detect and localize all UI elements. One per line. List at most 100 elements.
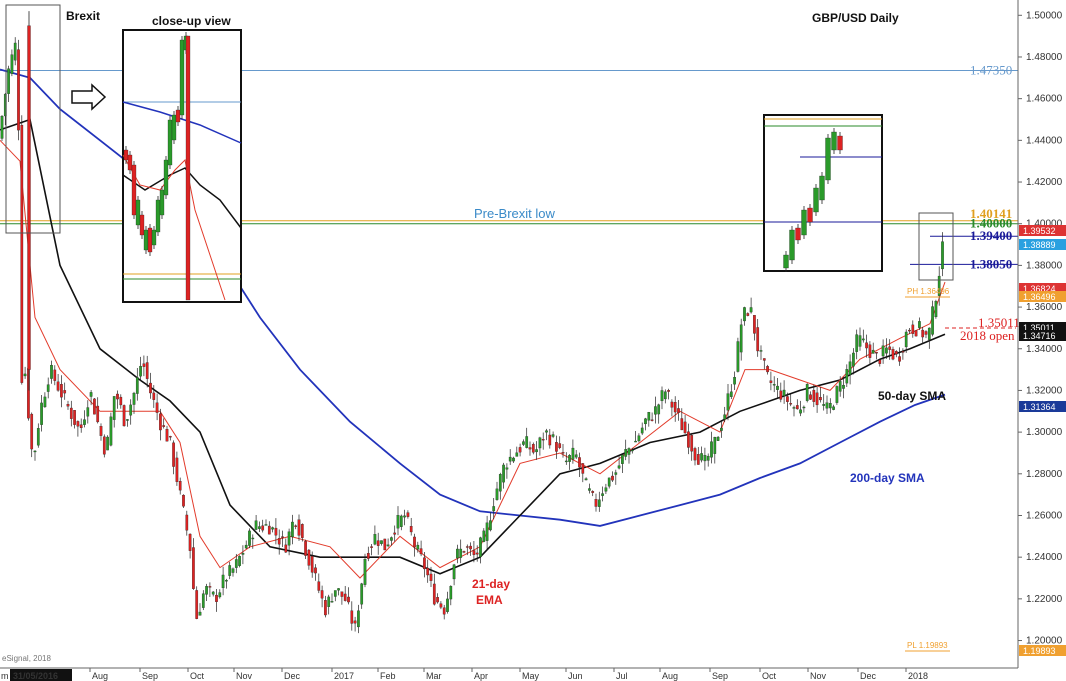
candle-body — [294, 525, 298, 527]
inset-candle-body — [813, 187, 819, 213]
candle-body — [192, 547, 195, 589]
candle-body — [93, 398, 96, 415]
candle-body — [36, 428, 40, 446]
candle-body — [376, 540, 380, 546]
price-badge-label: 1.38889 — [1023, 240, 1056, 250]
candle-body — [581, 463, 585, 474]
candle-body — [343, 593, 347, 601]
candle-body — [799, 409, 802, 414]
brexit-label: Brexit — [66, 9, 100, 23]
y-tick-label: 1.24000 — [1026, 552, 1063, 563]
candle-body — [17, 49, 20, 131]
candles-layer — [0, 11, 944, 634]
inset-candle-body — [143, 229, 149, 251]
sma50-line — [0, 118, 946, 575]
candle-body — [848, 361, 852, 375]
price-badge — [1019, 291, 1066, 302]
candle-body — [89, 392, 93, 397]
candle-body — [772, 384, 776, 386]
sma50-label: 50-day SMA — [878, 389, 946, 403]
candle-body — [597, 499, 601, 507]
candle-body — [350, 610, 354, 624]
candle-body — [267, 525, 271, 535]
candle-body — [333, 590, 337, 597]
candle-body — [43, 396, 47, 408]
inset-candle-body — [163, 159, 169, 196]
ema21-label-line1: 21-day — [472, 577, 510, 591]
candle-body — [861, 338, 865, 341]
candle-body — [885, 347, 888, 354]
candle-body — [568, 455, 571, 462]
candle-body — [921, 329, 925, 338]
candle-body — [766, 366, 769, 373]
candle-body — [749, 307, 753, 313]
candle-body — [66, 404, 70, 407]
candle-body — [320, 590, 324, 599]
candle-body — [736, 341, 740, 372]
candle-body — [855, 334, 859, 352]
candle-body — [911, 324, 915, 334]
candle-body — [168, 436, 172, 438]
candle-body — [419, 548, 423, 555]
candle-body — [33, 450, 37, 453]
candle-body — [832, 406, 835, 410]
candle-body — [221, 574, 225, 589]
candle-body — [545, 430, 548, 433]
candle-body — [634, 440, 637, 443]
candle-body — [195, 590, 199, 619]
candle-body — [498, 474, 502, 492]
candle-body — [548, 434, 552, 446]
candle-body — [175, 457, 179, 482]
candle-body — [858, 335, 862, 347]
candle-body — [729, 391, 733, 397]
x-start-prefix: m — [1, 671, 9, 681]
candle-body — [809, 394, 812, 400]
candle-body — [297, 519, 301, 536]
inset-candle-body — [179, 39, 185, 116]
candle-body — [456, 548, 459, 559]
candle-body — [112, 396, 116, 420]
x-tick-label: Dec — [860, 671, 877, 681]
candle-body — [284, 544, 288, 553]
candle-body — [399, 515, 403, 527]
candle-body — [901, 351, 905, 353]
sma200-label: 200-day SMA — [850, 471, 925, 485]
candle-body — [871, 349, 875, 354]
candle-body — [390, 537, 393, 541]
candle-body — [508, 456, 512, 462]
price-badge-label: 1.34716 — [1023, 331, 1056, 341]
candle-body — [300, 524, 304, 538]
candle-body — [720, 427, 723, 431]
inset-candle-body — [151, 229, 157, 246]
candle-body — [522, 441, 525, 445]
candle-body — [225, 580, 228, 582]
inset-candle-body — [825, 137, 831, 181]
candle-body — [782, 389, 786, 397]
candle-body — [512, 457, 515, 462]
copyright-text: eSignal, 2018 — [2, 654, 51, 663]
candle-body — [571, 447, 575, 460]
candle-body — [459, 548, 463, 558]
candle-body — [353, 620, 357, 624]
y-tick-label: 1.38000 — [1026, 260, 1063, 271]
candle-body — [248, 530, 251, 546]
candle-body — [254, 520, 258, 530]
candle-body — [815, 392, 819, 406]
y-tick-label: 1.44000 — [1026, 135, 1063, 146]
level-label: 1.38050 — [970, 256, 1012, 271]
candle-body — [502, 464, 505, 483]
candle-body — [604, 487, 608, 492]
candle-body — [558, 443, 562, 448]
candle-body — [261, 525, 265, 531]
candle-body — [700, 453, 703, 461]
candle-body — [555, 442, 558, 452]
close-up-label: close-up view — [152, 14, 231, 28]
x-axis-ticks: Aug Sep Oct Nov Dec 2017 Feb Mar Apr May Jun Jul Aug… — [89, 668, 928, 681]
candle-body — [677, 408, 680, 413]
candle-body — [439, 603, 443, 608]
x-tick-label: Sep — [142, 671, 158, 681]
candle-body — [934, 301, 938, 318]
